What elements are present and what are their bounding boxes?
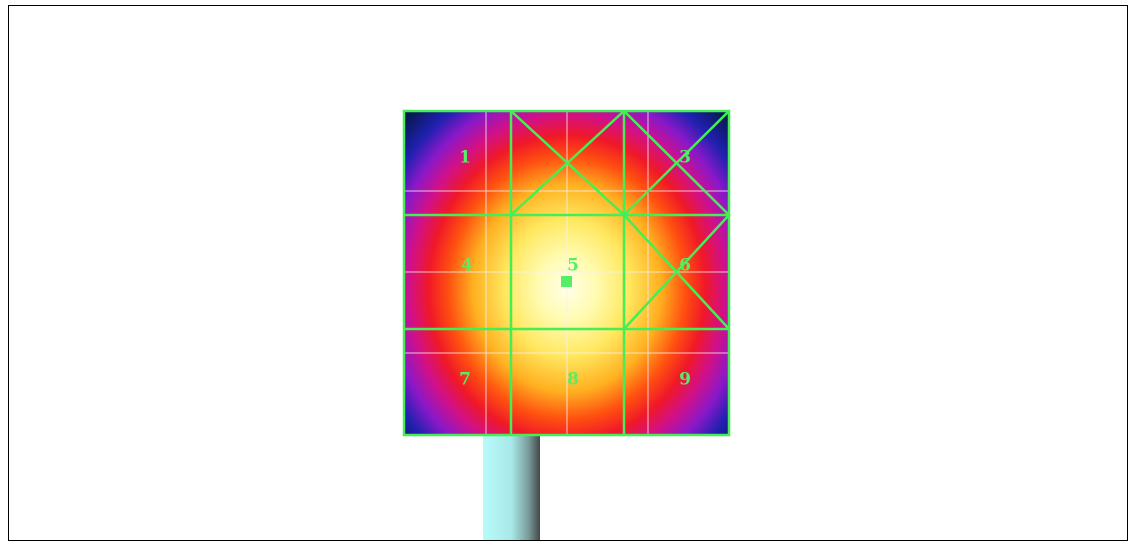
panel-label: 7 [459,370,471,390]
panel-label: 9 [679,370,691,390]
panel-label: 4 [461,256,473,276]
panel-label: 3 [679,148,691,168]
panel-labels: 1 3 4 5 6 7 8 9 [459,148,691,390]
pole [483,435,540,540]
center-marker [561,276,572,287]
panel-grid [402,109,731,437]
panel-label: 6 [679,256,691,276]
panel-label: 5 [567,256,579,276]
panel-label: 1 [459,148,471,168]
panel-label: 8 [567,370,579,390]
